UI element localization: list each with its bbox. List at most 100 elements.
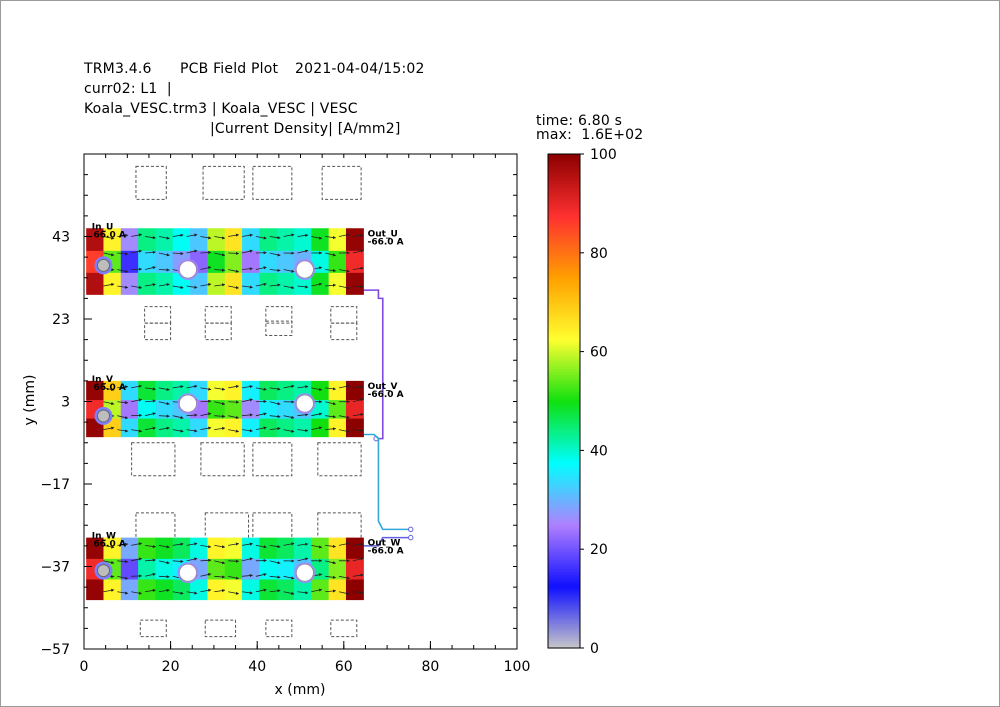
density-cell bbox=[242, 228, 260, 251]
colorbar-segment bbox=[548, 154, 580, 158]
density-cell bbox=[86, 380, 105, 401]
current-arrow bbox=[103, 387, 115, 391]
colorbar-segment bbox=[548, 319, 580, 323]
current-arrow bbox=[131, 249, 143, 254]
colorbar-segment bbox=[548, 531, 580, 535]
current-arrow bbox=[269, 252, 281, 257]
colorbar-segment bbox=[548, 620, 580, 624]
density-cell bbox=[345, 399, 364, 419]
current-arrow bbox=[228, 575, 240, 580]
density-cell bbox=[138, 228, 157, 251]
colorbar-segment bbox=[548, 297, 580, 301]
pad-outline bbox=[265, 619, 293, 638]
colorbar-segment bbox=[548, 166, 580, 170]
current-arrow bbox=[117, 415, 129, 420]
density-cell bbox=[120, 578, 139, 601]
mount-hole bbox=[296, 563, 314, 582]
current-arrow bbox=[214, 414, 226, 418]
pad-outline bbox=[321, 165, 362, 200]
density-cell bbox=[276, 228, 295, 251]
colorbar-segment bbox=[548, 522, 580, 526]
density-cell bbox=[276, 380, 295, 401]
colorbar-segment bbox=[548, 191, 580, 195]
colorbar-segment bbox=[548, 321, 580, 326]
colorbar-segment bbox=[548, 645, 580, 649]
mount-hole bbox=[179, 394, 197, 413]
colorbar-segment bbox=[548, 566, 580, 570]
current-arrow bbox=[144, 235, 156, 240]
input-via bbox=[96, 409, 110, 423]
current-arrow bbox=[228, 542, 240, 546]
current-arrow bbox=[186, 249, 198, 254]
current-arrow bbox=[172, 415, 184, 420]
density-cell bbox=[345, 558, 364, 580]
current-arrow bbox=[297, 249, 309, 254]
current-arrow bbox=[269, 236, 281, 240]
quantity-title: |Current Density| [A/mm2] bbox=[210, 121, 401, 137]
colorbar-segment bbox=[548, 519, 580, 523]
colorbar-segment bbox=[548, 539, 580, 543]
current-arrow bbox=[131, 233, 143, 237]
density-cell bbox=[224, 537, 243, 559]
pad-outline bbox=[135, 165, 167, 200]
density-cell bbox=[345, 272, 364, 295]
current-arrow bbox=[158, 414, 170, 418]
colorbar-segment bbox=[548, 309, 580, 313]
pad-outline bbox=[139, 619, 167, 638]
current-arrow bbox=[242, 413, 253, 417]
colorbar-segment bbox=[548, 289, 580, 293]
density-cell bbox=[294, 537, 312, 559]
colorbar-segment bbox=[548, 475, 580, 479]
density-cell bbox=[207, 250, 226, 273]
current-arrow bbox=[214, 387, 226, 391]
colorbar-segment bbox=[548, 484, 580, 489]
density-cell bbox=[311, 380, 330, 401]
colorbar-segment bbox=[548, 344, 580, 348]
density-cell bbox=[172, 578, 191, 601]
current-arrow bbox=[255, 282, 267, 287]
current-arrow bbox=[352, 266, 364, 270]
density-cell bbox=[259, 250, 278, 273]
colorbar-segment bbox=[548, 168, 580, 172]
x-tick-label: 40 bbox=[248, 659, 266, 675]
current-arrow bbox=[117, 233, 129, 238]
density-cell bbox=[172, 418, 191, 438]
current-arrow bbox=[241, 557, 253, 562]
current-arrow bbox=[214, 401, 226, 406]
pad-outline bbox=[330, 306, 358, 324]
current-arrow bbox=[338, 285, 350, 290]
colorbar-segment bbox=[548, 359, 580, 363]
colorbar-segment bbox=[548, 284, 580, 288]
pad-outline bbox=[144, 306, 172, 324]
current-arrow bbox=[352, 557, 364, 562]
colorbar-segment bbox=[548, 302, 580, 306]
density-cell bbox=[190, 578, 209, 601]
pad-outline bbox=[144, 322, 172, 341]
current-arrow bbox=[325, 560, 337, 565]
colorbar-segment bbox=[548, 277, 580, 281]
colorbar-segment bbox=[548, 554, 580, 558]
colorbar-segment bbox=[548, 467, 580, 471]
colorbar-segment bbox=[548, 223, 580, 227]
colorbar-segment bbox=[548, 220, 580, 224]
colorbar-segment bbox=[548, 299, 580, 303]
current-arrow bbox=[241, 542, 253, 546]
colorbar-segment bbox=[548, 171, 580, 175]
colorbar-segment bbox=[548, 279, 580, 284]
colorbar-segment bbox=[548, 334, 580, 338]
pad-outline bbox=[202, 165, 245, 200]
current-arrow bbox=[325, 415, 337, 419]
current-arrow bbox=[158, 401, 170, 406]
pad-outline bbox=[265, 320, 293, 336]
colorbar-segment bbox=[548, 368, 580, 372]
current-arrow bbox=[241, 429, 253, 433]
colorbar-segment bbox=[548, 371, 580, 375]
colorbar-segment bbox=[548, 576, 580, 580]
colorbar-segment bbox=[548, 245, 580, 249]
density-cell bbox=[259, 558, 278, 580]
current-arrow bbox=[131, 384, 143, 389]
current-arrow bbox=[117, 560, 129, 564]
colorbar-segment bbox=[548, 568, 580, 573]
current-arrow bbox=[131, 591, 143, 595]
